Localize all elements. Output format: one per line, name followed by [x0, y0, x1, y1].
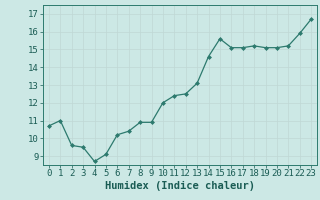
X-axis label: Humidex (Indice chaleur): Humidex (Indice chaleur) [105, 181, 255, 191]
